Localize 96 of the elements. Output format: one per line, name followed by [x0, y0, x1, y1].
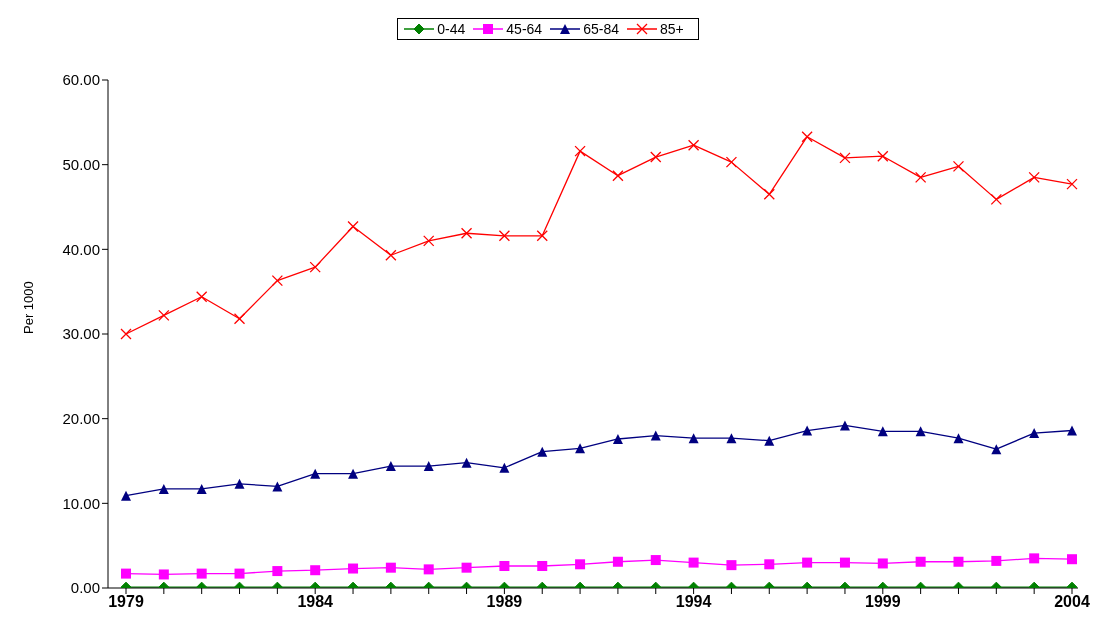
- point: [423, 235, 435, 247]
- point: [158, 483, 169, 494]
- point: [348, 468, 359, 479]
- point: [990, 193, 1002, 206]
- point: [801, 131, 813, 143]
- point: [348, 563, 359, 574]
- x-tick-label: 1994: [675, 593, 712, 611]
- point: [1066, 178, 1078, 190]
- point: [725, 156, 738, 168]
- point: [310, 468, 321, 479]
- point: [802, 425, 813, 436]
- point: [915, 426, 926, 437]
- point: [121, 568, 131, 579]
- point: [650, 151, 662, 163]
- point: [234, 568, 245, 579]
- point: [158, 309, 170, 322]
- point: [423, 461, 434, 472]
- point: [839, 152, 851, 164]
- point: [385, 562, 396, 573]
- x-tick-label: 1979: [108, 593, 144, 611]
- y-tick-label: 10.00: [62, 494, 100, 512]
- point: [461, 457, 472, 468]
- point: [953, 556, 964, 567]
- point: [537, 446, 548, 457]
- point: [272, 566, 283, 577]
- point: [537, 560, 548, 571]
- point: [764, 435, 775, 446]
- x-tick-label: 1999: [865, 593, 901, 611]
- point: [498, 230, 511, 242]
- x-tick-label: 1984: [297, 593, 334, 611]
- point: [347, 220, 359, 233]
- point: [574, 145, 586, 157]
- legend-label: 65-84: [583, 21, 619, 37]
- point: [877, 426, 888, 437]
- point: [802, 557, 813, 568]
- point: [196, 483, 207, 494]
- point: [650, 555, 661, 566]
- point: [687, 139, 700, 151]
- point: [763, 188, 775, 200]
- point: [612, 556, 623, 567]
- point: [196, 568, 207, 579]
- point: [764, 559, 775, 570]
- point: [271, 275, 284, 287]
- point: [612, 170, 624, 182]
- point: [1029, 553, 1040, 564]
- point: [953, 433, 964, 444]
- point: [650, 430, 661, 441]
- point: [1067, 554, 1077, 565]
- point: [839, 557, 850, 568]
- point: [839, 420, 850, 431]
- point: [877, 558, 888, 569]
- x-tick-label: 1989: [486, 593, 523, 611]
- point: [121, 490, 131, 501]
- point: [309, 261, 321, 273]
- point: [575, 443, 586, 454]
- point: [385, 461, 396, 472]
- legend-label: 85+: [659, 21, 684, 37]
- point: [385, 249, 397, 261]
- point: [120, 328, 132, 340]
- legend-label: 0-44: [437, 21, 466, 37]
- point: [914, 171, 927, 184]
- y-tick-label: 30.00: [62, 325, 100, 343]
- y-tick-label: 50.00: [62, 155, 100, 173]
- point: [460, 227, 473, 239]
- point: [196, 291, 208, 303]
- point: [688, 433, 699, 444]
- y-tick-label: 0.00: [70, 579, 100, 597]
- point: [272, 481, 283, 492]
- point: [499, 560, 510, 571]
- y-axis-title: Per 1000: [20, 281, 36, 334]
- point: [726, 433, 737, 444]
- y-tick-label: 40.00: [62, 240, 100, 258]
- point: [234, 478, 245, 489]
- point: [991, 444, 1002, 455]
- legend-label: 45-64: [506, 21, 543, 37]
- point: [688, 557, 699, 568]
- x-tick-label: 2004: [1054, 593, 1090, 611]
- point: [1028, 171, 1040, 184]
- point: [1067, 425, 1077, 436]
- point: [423, 564, 434, 575]
- point: [536, 230, 548, 242]
- point: [499, 462, 510, 473]
- point: [310, 565, 321, 576]
- y-tick-label: 60.00: [62, 71, 100, 89]
- point: [575, 559, 586, 570]
- point: [461, 562, 472, 573]
- point: [726, 560, 737, 571]
- point: [915, 556, 926, 567]
- y-tick-label: 20.00: [62, 409, 100, 427]
- point: [1029, 428, 1040, 439]
- point: [158, 569, 169, 580]
- point: [233, 313, 246, 325]
- point: [991, 555, 1002, 566]
- point: [612, 433, 623, 444]
- point: [952, 160, 965, 173]
- point: [877, 150, 889, 162]
